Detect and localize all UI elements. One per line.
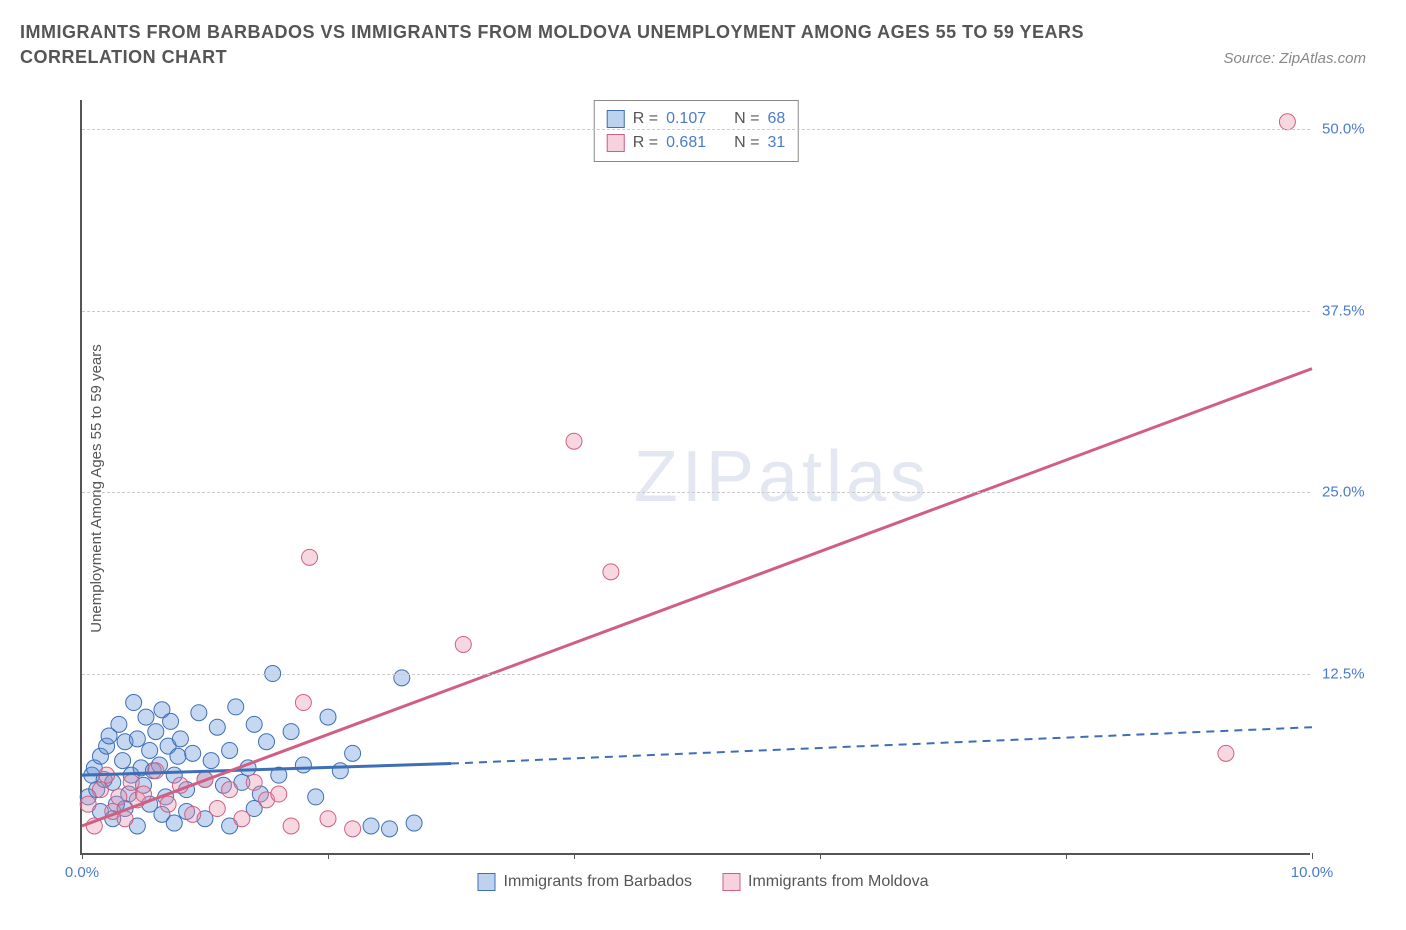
scatter-point: [455, 636, 471, 652]
plot-svg: [82, 100, 1312, 855]
scatter-point: [308, 789, 324, 805]
scatter-point: [394, 670, 410, 686]
scatter-point: [295, 695, 311, 711]
scatter-point: [191, 705, 207, 721]
scatter-point: [363, 818, 379, 834]
x-tick: [1312, 853, 1313, 859]
stats-legend: R = 0.107 N = 68 R = 0.681 N = 31: [594, 100, 799, 162]
series-legend: Immigrants from Barbados Immigrants from …: [477, 873, 928, 891]
scatter-point: [1218, 745, 1234, 761]
x-tick-label: 10.0%: [1291, 864, 1334, 881]
stats-row: R = 0.681 N = 31: [607, 131, 786, 155]
scatter-point: [172, 731, 188, 747]
scatter-point: [320, 811, 336, 827]
series-legend-item: Immigrants from Moldova: [722, 873, 929, 891]
scatter-point: [209, 719, 225, 735]
scatter-point: [283, 818, 299, 834]
r-label: R =: [633, 107, 658, 131]
scatter-point: [295, 757, 311, 773]
scatter-point: [80, 796, 96, 812]
trend-line: [82, 369, 1312, 826]
plot-area: Unemployment Among Ages 55 to 59 years Z…: [80, 100, 1310, 855]
scatter-point: [166, 815, 182, 831]
scatter-point: [185, 806, 201, 822]
scatter-point: [170, 748, 186, 764]
legend-swatch: [607, 110, 625, 128]
source-label: Source: ZipAtlas.com: [1223, 50, 1366, 67]
scatter-point: [271, 786, 287, 802]
x-tick: [82, 853, 83, 859]
scatter-point: [283, 724, 299, 740]
x-tick: [328, 853, 329, 859]
scatter-point: [129, 731, 145, 747]
scatter-point: [209, 801, 225, 817]
scatter-point: [302, 549, 318, 565]
r-value: 0.681: [666, 131, 706, 155]
n-value: 68: [767, 107, 785, 131]
gridline: [82, 492, 1310, 493]
scatter-point: [160, 796, 176, 812]
scatter-point: [382, 821, 398, 837]
scatter-point: [126, 695, 142, 711]
y-tick-label: 50.0%: [1322, 121, 1365, 138]
legend-swatch: [607, 134, 625, 152]
scatter-point: [111, 716, 127, 732]
legend-swatch: [722, 873, 740, 891]
scatter-point: [115, 753, 131, 769]
y-tick-label: 37.5%: [1322, 302, 1365, 319]
scatter-point: [138, 709, 154, 725]
series-name: Immigrants from Barbados: [503, 873, 692, 891]
r-label: R =: [633, 131, 658, 155]
scatter-point: [246, 774, 262, 790]
gridline: [82, 129, 1310, 130]
gridline: [82, 311, 1310, 312]
scatter-point: [566, 433, 582, 449]
scatter-point: [148, 724, 164, 740]
n-label: N =: [734, 107, 759, 131]
x-tick: [820, 853, 821, 859]
y-tick-label: 12.5%: [1322, 665, 1365, 682]
scatter-point: [320, 709, 336, 725]
scatter-point: [1279, 114, 1295, 130]
scatter-point: [111, 789, 127, 805]
scatter-point: [603, 564, 619, 580]
scatter-point: [123, 774, 139, 790]
scatter-point: [185, 745, 201, 761]
x-tick: [1066, 853, 1067, 859]
scatter-point: [148, 763, 164, 779]
scatter-point: [332, 763, 348, 779]
r-value: 0.107: [666, 107, 706, 131]
scatter-point: [406, 815, 422, 831]
scatter-point: [222, 742, 238, 758]
chart-wrapper: IMMIGRANTS FROM BARBADOS VS IMMIGRANTS F…: [20, 20, 1386, 910]
chart-title: IMMIGRANTS FROM BARBADOS VS IMMIGRANTS F…: [20, 20, 1170, 70]
n-label: N =: [734, 131, 759, 155]
x-tick-label: 0.0%: [65, 864, 99, 881]
scatter-point: [228, 699, 244, 715]
scatter-point: [203, 753, 219, 769]
legend-swatch: [477, 873, 495, 891]
stats-row: R = 0.107 N = 68: [607, 107, 786, 131]
trend-line-dashed: [451, 727, 1312, 763]
scatter-point: [163, 713, 179, 729]
scatter-point: [259, 734, 275, 750]
series-legend-item: Immigrants from Barbados: [477, 873, 692, 891]
y-tick-label: 25.0%: [1322, 484, 1365, 501]
gridline: [82, 674, 1310, 675]
scatter-point: [234, 811, 250, 827]
scatter-point: [222, 782, 238, 798]
scatter-point: [345, 821, 361, 837]
scatter-point: [246, 716, 262, 732]
series-name: Immigrants from Moldova: [748, 873, 929, 891]
scatter-point: [142, 742, 158, 758]
n-value: 31: [767, 131, 785, 155]
scatter-point: [92, 782, 108, 798]
x-tick: [574, 853, 575, 859]
scatter-point: [345, 745, 361, 761]
